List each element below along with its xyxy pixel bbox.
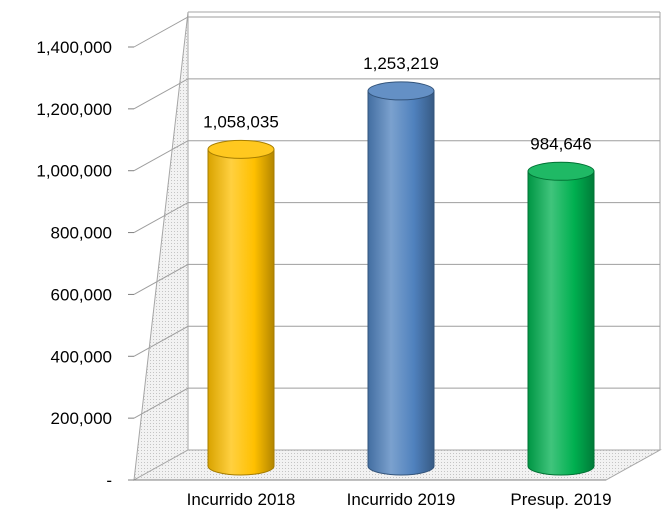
y-tick-label: 1,400,000 bbox=[36, 38, 112, 57]
data-label: 1,253,219 bbox=[363, 54, 439, 73]
x-category-label: Presup. 2019 bbox=[510, 490, 611, 509]
gridline bbox=[133, 325, 660, 357]
bar bbox=[207, 139, 275, 476]
bars: 1,058,035 1,253,219 984,646 bbox=[203, 54, 595, 476]
bar-body bbox=[527, 170, 595, 476]
x-category-label: Incurrido 2018 bbox=[187, 490, 296, 509]
y-tick-label: 400,000 bbox=[51, 347, 112, 366]
bar bbox=[367, 81, 435, 476]
bar-body bbox=[207, 148, 275, 476]
gridline bbox=[133, 387, 660, 419]
x-category-label: Incurrido 2019 bbox=[347, 490, 456, 509]
bar bbox=[527, 161, 595, 476]
y-tick-label: 1,200,000 bbox=[36, 100, 112, 119]
data-label: 1,058,035 bbox=[203, 112, 279, 131]
gridline bbox=[133, 263, 660, 295]
y-tick-label: 800,000 bbox=[51, 224, 112, 243]
bar-top-cap bbox=[207, 139, 275, 159]
x-axis: Incurrido 2018 Incurrido 2019 Presup. 2019 bbox=[134, 479, 612, 509]
data-label: 984,646 bbox=[530, 134, 591, 153]
y-axis: - 200,000 400,000 600,000 800,000 1,000,000 1,… bbox=[36, 38, 134, 490]
gridline bbox=[133, 16, 660, 48]
gridline bbox=[133, 78, 660, 110]
y-tick-label: 200,000 bbox=[51, 409, 112, 428]
side-wall bbox=[133, 11, 189, 481]
gridline bbox=[133, 202, 660, 234]
y-tick-label: 1,000,000 bbox=[36, 162, 112, 181]
bar-body bbox=[367, 90, 435, 476]
y-tick-label: 600,000 bbox=[51, 285, 112, 304]
bar-top-cap bbox=[527, 161, 595, 181]
gridline bbox=[133, 140, 660, 172]
gridlines bbox=[133, 16, 660, 419]
bar-top-cap bbox=[367, 81, 435, 101]
y-tick-label: - bbox=[106, 471, 112, 490]
